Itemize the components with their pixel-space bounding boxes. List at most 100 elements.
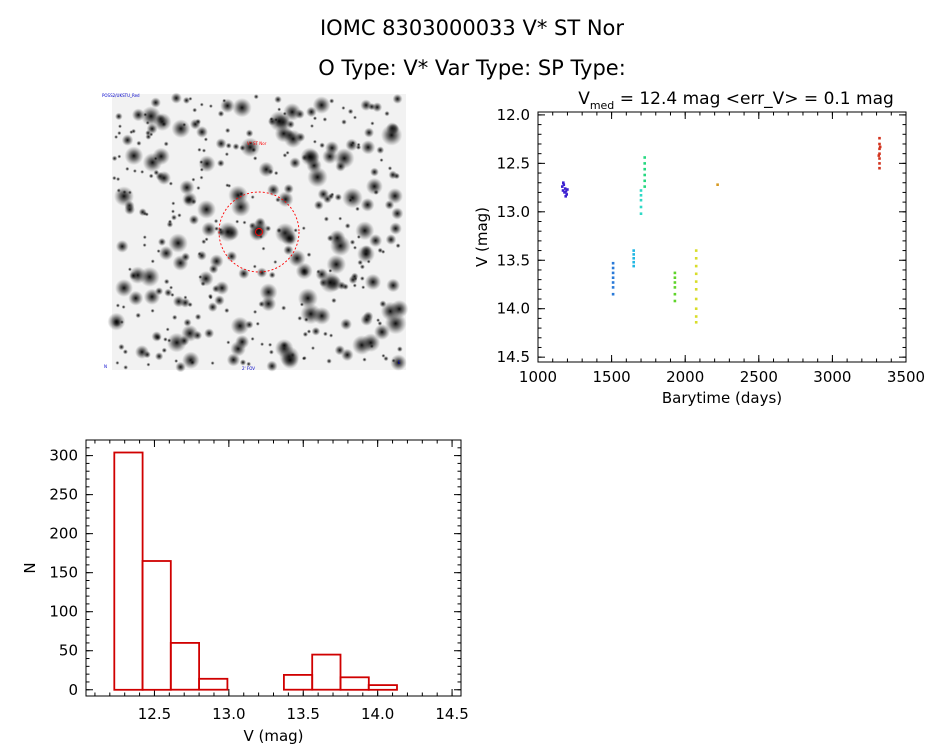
star — [260, 296, 277, 312]
star — [344, 223, 351, 229]
star — [150, 97, 161, 108]
lightcurve-point — [878, 136, 881, 140]
star — [139, 266, 160, 287]
star — [153, 156, 158, 161]
star — [226, 340, 231, 345]
star — [239, 144, 246, 151]
star — [304, 317, 309, 322]
lightcurve-point — [694, 315, 698, 318]
lightcurve-point — [611, 286, 615, 289]
star — [163, 278, 170, 285]
star — [140, 169, 145, 174]
lightcurve-point — [694, 249, 698, 252]
histogram-bar — [169, 642, 201, 691]
star — [201, 148, 207, 153]
star — [129, 130, 134, 135]
star — [252, 264, 257, 269]
lightcurve-point — [632, 257, 635, 260]
lightcurve-point — [566, 188, 569, 191]
star — [135, 345, 149, 359]
star — [198, 270, 214, 287]
star — [209, 254, 224, 269]
lightcurve-point — [564, 195, 567, 198]
star — [281, 351, 299, 369]
star — [167, 219, 173, 224]
star — [268, 271, 276, 279]
star — [194, 313, 202, 321]
star — [196, 185, 201, 191]
star — [172, 295, 185, 308]
star — [115, 112, 123, 121]
star — [207, 293, 213, 299]
star — [370, 121, 375, 126]
target-marker-center — [255, 228, 263, 236]
lightcurve-y-tick-label: 13.0 — [497, 203, 530, 221]
finder-fov-label: 2' FOV — [242, 366, 255, 371]
star — [350, 272, 359, 281]
star — [295, 262, 313, 280]
histogram-bar — [367, 684, 398, 691]
lightcurve-point — [562, 183, 566, 186]
star — [355, 144, 362, 150]
star — [307, 166, 328, 188]
star — [365, 177, 383, 195]
lightcurve-x-tick-label: 3500 — [887, 368, 925, 386]
star — [204, 328, 215, 339]
star — [181, 252, 191, 262]
star — [266, 360, 278, 372]
finder-east-label: E — [398, 360, 401, 365]
histogram-x-tick-label: 14.5 — [435, 705, 468, 723]
lightcurve-point — [878, 152, 881, 155]
star — [204, 237, 209, 242]
star — [355, 206, 360, 212]
star — [288, 249, 306, 268]
star — [197, 147, 202, 152]
star — [196, 250, 207, 261]
star — [387, 188, 403, 204]
star — [121, 134, 134, 146]
histogram-y-tick-label: 200 — [49, 525, 78, 543]
histogram-x-tick-label: 14.0 — [361, 705, 394, 723]
star — [259, 283, 278, 302]
star — [124, 204, 136, 215]
star — [143, 112, 148, 117]
lightcurve-point — [639, 189, 643, 192]
star — [297, 315, 303, 321]
star — [357, 245, 375, 263]
lightcurve-point — [694, 257, 698, 260]
star — [329, 333, 334, 338]
star — [250, 195, 255, 200]
star — [372, 102, 383, 113]
star — [242, 220, 247, 225]
lightcurve-point — [673, 292, 677, 296]
star — [306, 252, 312, 258]
star — [379, 158, 384, 163]
star — [215, 281, 229, 295]
star — [289, 157, 301, 169]
star — [258, 161, 275, 178]
star — [168, 181, 173, 186]
star — [335, 161, 346, 172]
histogram-bar — [113, 451, 144, 691]
star — [195, 118, 202, 125]
star — [384, 312, 407, 335]
lightcurve-point — [694, 264, 698, 268]
star — [250, 147, 257, 153]
star — [116, 177, 121, 182]
star — [150, 259, 155, 264]
star — [230, 316, 250, 336]
star — [353, 115, 357, 120]
star — [203, 137, 208, 142]
star — [360, 99, 372, 111]
histogram-x-tick-label: 12.5 — [138, 705, 171, 723]
star — [214, 295, 225, 306]
star — [239, 359, 247, 366]
star — [326, 358, 332, 364]
lightcurve-point — [561, 189, 565, 192]
lightcurve-axes-frame — [537, 111, 907, 363]
star — [217, 221, 239, 242]
lightcurve-point — [694, 297, 698, 301]
star — [114, 186, 134, 207]
star — [122, 349, 128, 355]
